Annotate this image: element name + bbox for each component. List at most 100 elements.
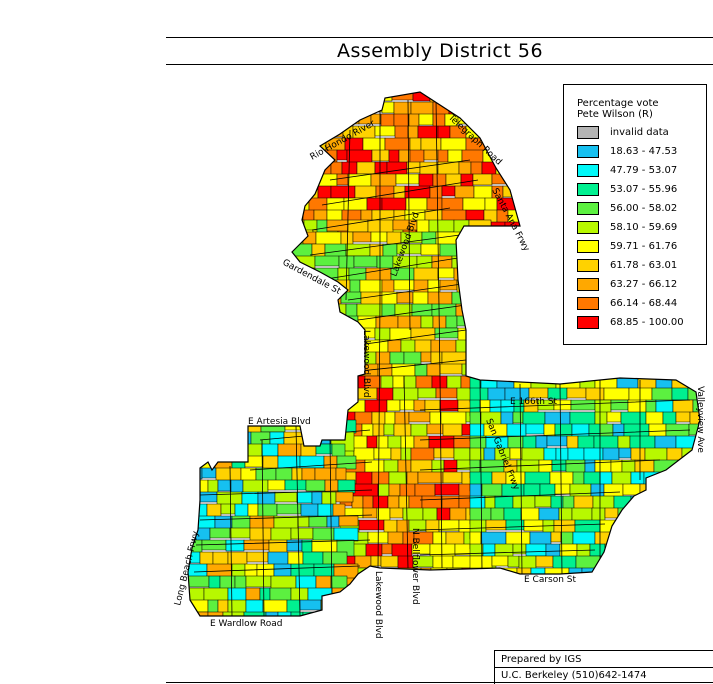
precinct: [273, 563, 292, 578]
precinct: [339, 387, 359, 403]
precinct: [339, 315, 359, 334]
precinct: [201, 467, 217, 479]
precinct: [217, 479, 232, 492]
precinct: [331, 419, 344, 434]
precinct: [257, 491, 276, 506]
precinct: [375, 315, 399, 330]
precinct: [460, 101, 485, 122]
precinct: [562, 495, 575, 510]
precinct: [445, 315, 458, 329]
precinct: [297, 515, 310, 528]
precinct: [353, 255, 378, 268]
legend-swatch: [577, 145, 599, 158]
precinct: [206, 443, 221, 460]
precinct: [209, 527, 231, 539]
precinct: [652, 507, 669, 524]
precinct: [520, 507, 540, 522]
precinct: [320, 125, 344, 138]
precinct: [413, 399, 426, 412]
precinct: [500, 101, 520, 115]
precinct: [553, 519, 576, 534]
precinct: [515, 173, 534, 185]
legend-item: 56.00 - 58.02: [577, 201, 702, 217]
street-n-bellflower-blvd: N Bellflower Blvd: [410, 528, 420, 605]
precinct: [381, 197, 407, 212]
credits-contact: U.C. Berkeley (510)642-1474: [501, 670, 647, 681]
precinct: [289, 339, 306, 357]
precinct: [520, 92, 539, 106]
map-title: Assembly District 56: [336, 40, 544, 62]
precinct: [289, 161, 313, 178]
precinct: [460, 243, 482, 258]
precinct: [289, 219, 305, 239]
precinct: [362, 507, 378, 519]
precinct: [499, 125, 517, 140]
precinct: [546, 435, 568, 447]
legend-item: 68.85 - 100.00: [577, 315, 702, 331]
precinct: [428, 219, 455, 233]
precinct: [277, 611, 292, 616]
precinct: [328, 303, 347, 320]
precinct: [352, 231, 372, 243]
precinct: [490, 113, 515, 134]
precinct: [516, 459, 540, 474]
title-bottom-rule: [166, 64, 713, 65]
precinct: [517, 161, 544, 174]
precinct: [396, 291, 414, 304]
precinct: [648, 495, 669, 511]
precinct: [525, 543, 547, 557]
precinct: [243, 611, 267, 616]
precinct: [704, 532, 713, 543]
precinct: [227, 599, 247, 614]
precinct: [502, 185, 524, 198]
precinct: [472, 173, 493, 186]
precinct: [570, 399, 596, 411]
precinct: [501, 92, 522, 103]
precinct: [432, 555, 454, 569]
precinct: [302, 231, 317, 245]
legend-label: 61.78 - 63.01: [610, 260, 678, 271]
precinct: [227, 587, 247, 602]
precinct: [475, 92, 489, 103]
precinct: [275, 467, 293, 482]
legend-swatch: [577, 278, 599, 291]
precinct: [432, 531, 447, 545]
precinct: [358, 519, 385, 531]
precinct: [289, 113, 306, 126]
precinct: [490, 221, 506, 234]
precinct: [311, 92, 324, 108]
legend-label: 66.14 - 68.44: [610, 298, 678, 309]
precinct: [638, 519, 659, 540]
precinct: [318, 419, 333, 439]
legend-label: invalid data: [610, 127, 669, 138]
precinct: [304, 375, 325, 394]
legend-item: invalid data: [577, 125, 702, 141]
precinct: [322, 339, 348, 355]
precinct: [380, 555, 399, 568]
precinct: [290, 527, 314, 540]
precinct: [701, 568, 713, 586]
precinct: [327, 351, 340, 370]
precinct: [554, 483, 571, 495]
precinct: [364, 101, 383, 113]
precinct: [442, 423, 463, 437]
precinct: [302, 315, 316, 336]
precinct: [220, 503, 236, 515]
legend-item: 59.71 - 61.76: [577, 239, 702, 255]
precinct: [534, 495, 552, 508]
precinct: [289, 363, 312, 380]
precinct: [641, 555, 661, 574]
precinct: [393, 279, 415, 291]
precinct: [303, 291, 321, 304]
precinct: [417, 471, 444, 484]
precinct: [354, 185, 377, 199]
precinct: [265, 611, 279, 616]
precinct: [606, 411, 622, 423]
precinct: [594, 531, 614, 546]
precinct: [389, 351, 405, 365]
precinct: [371, 149, 390, 162]
precinct: [289, 291, 305, 306]
street-valleyview-ave: Valleyview Ave: [695, 386, 705, 453]
precinct: [669, 519, 692, 540]
